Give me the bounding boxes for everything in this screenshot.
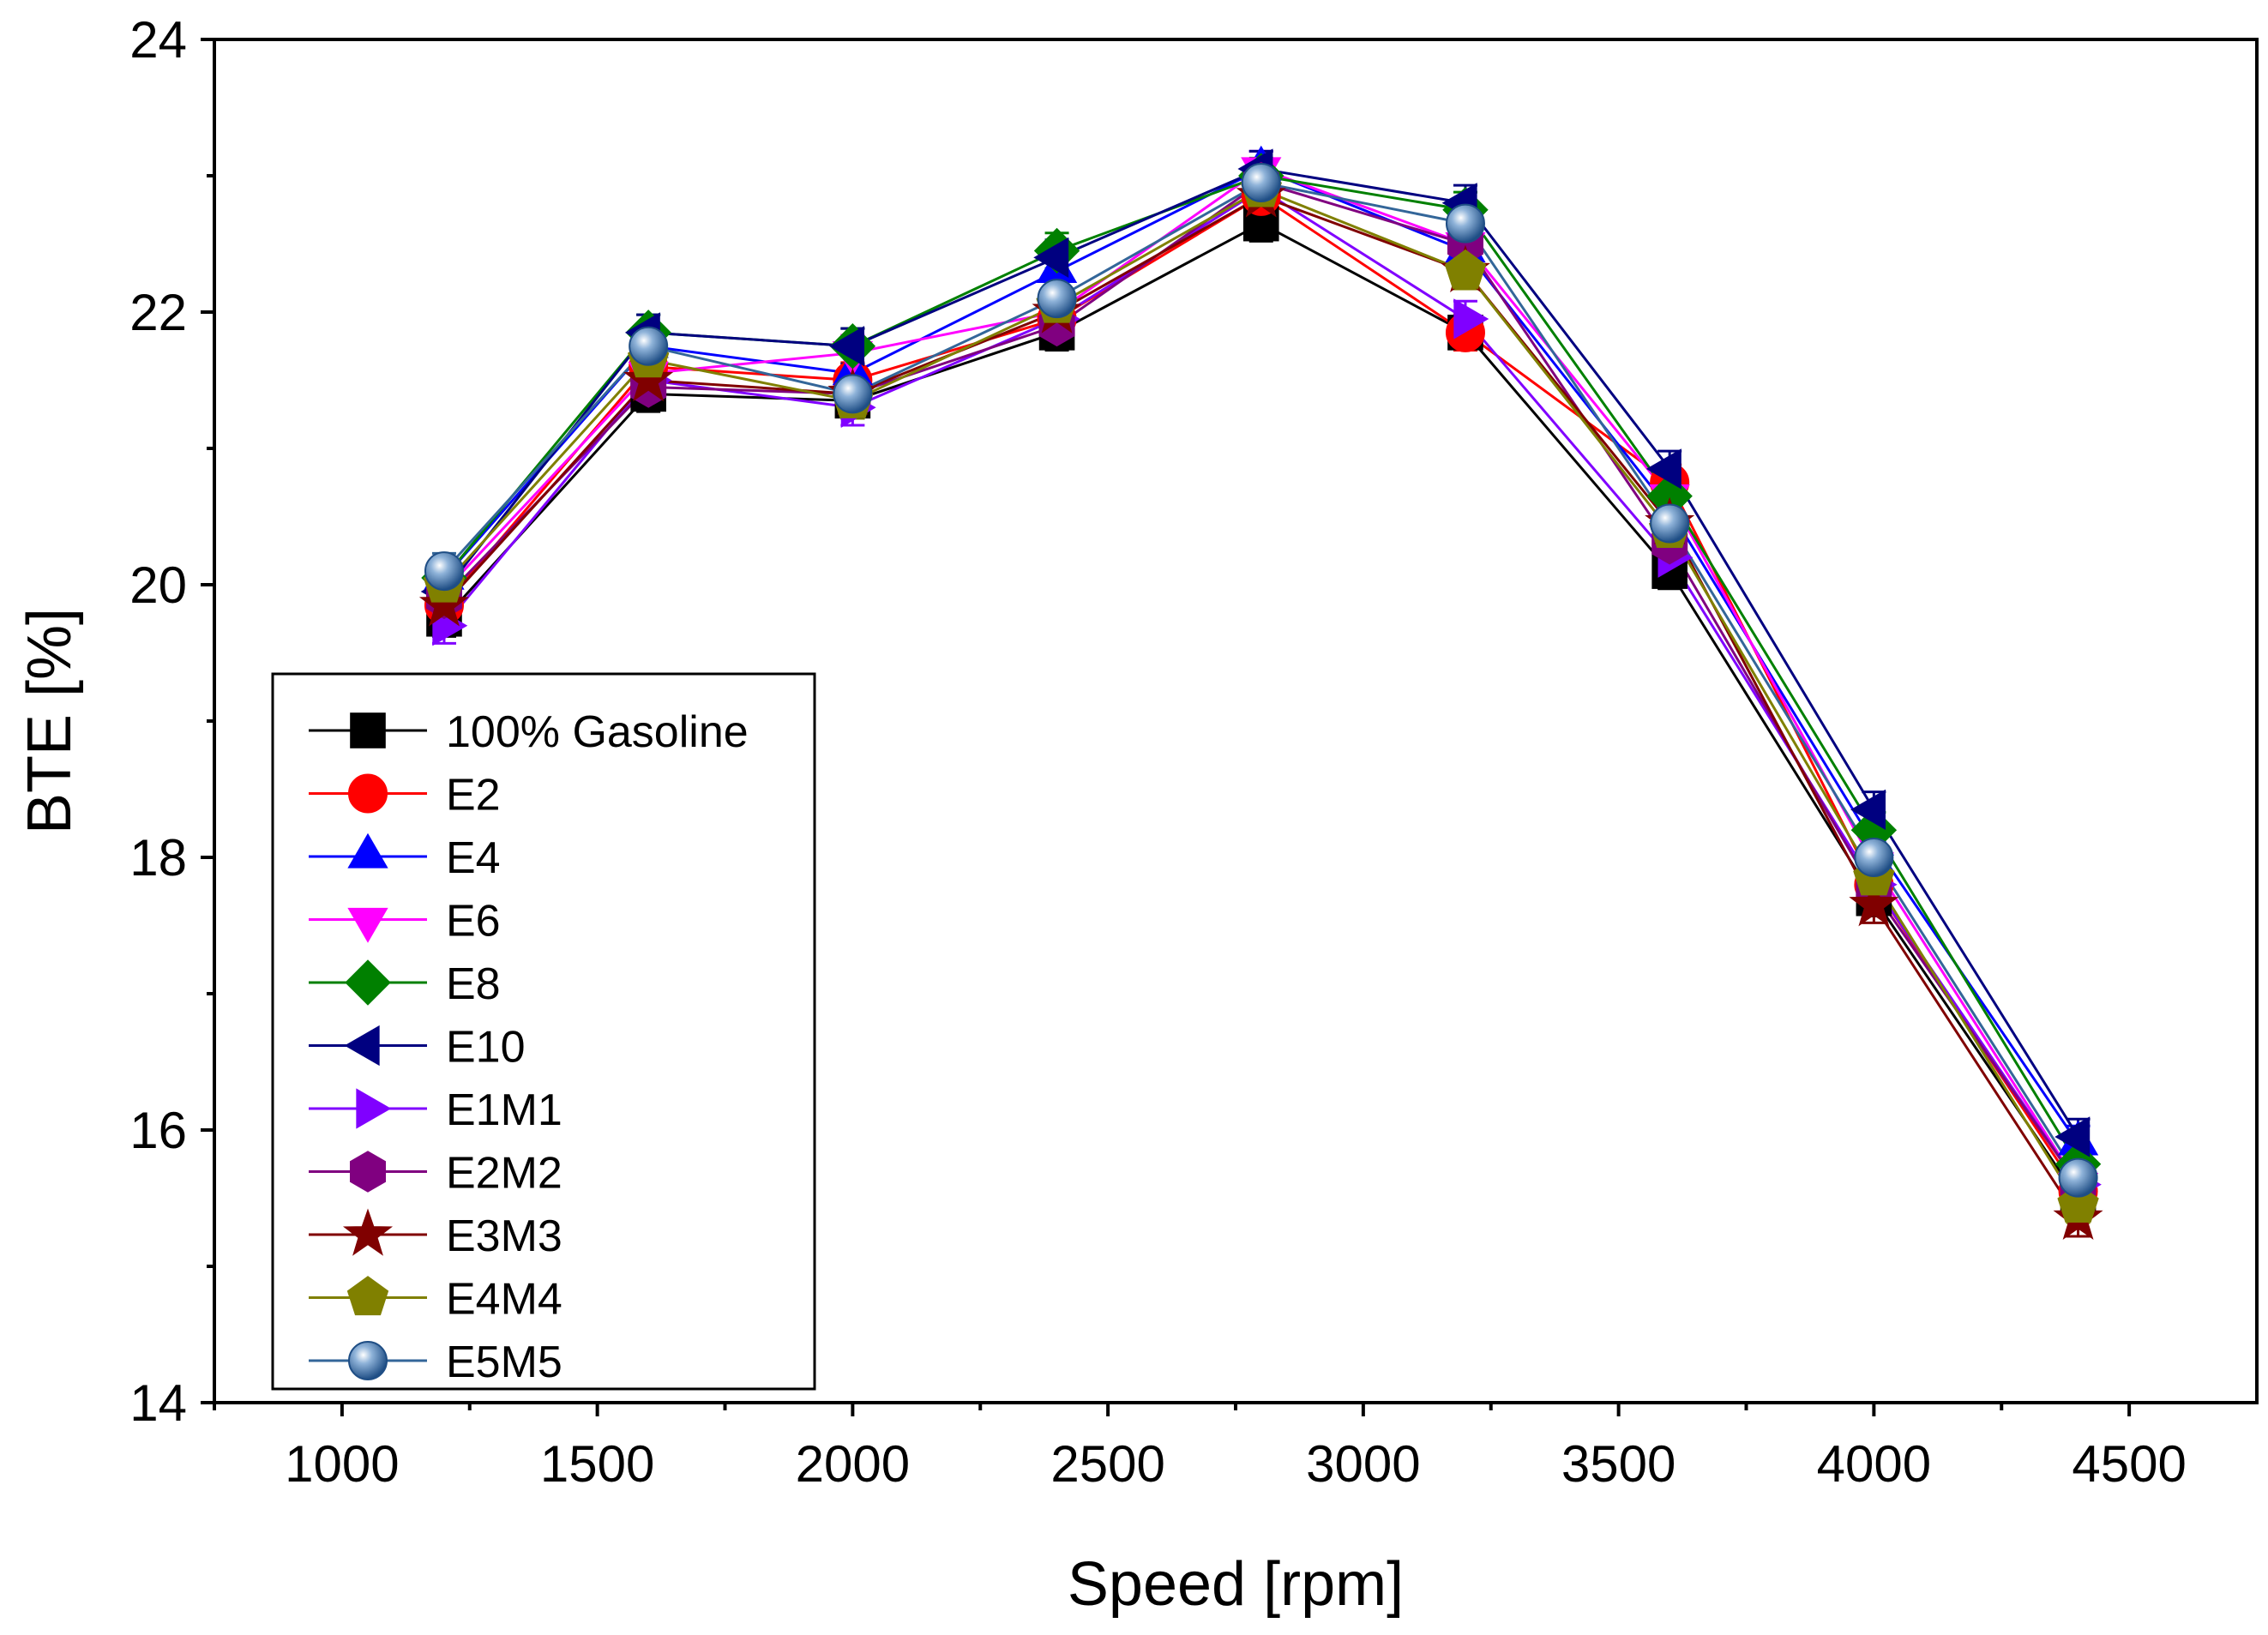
data-point [1849,879,1899,927]
legend-label: E2M2 [446,1149,562,1199]
data-point [1037,279,1077,319]
legend-marker [348,773,388,814]
legend-label: E4 [446,833,501,883]
y-tick-label: 16 [129,1102,187,1159]
legend-marker [344,1025,380,1067]
legend-label: E1M1 [446,1085,562,1135]
y-tick-label: 18 [129,829,187,887]
legend-marker [345,959,391,1006]
x-tick-label: 1500 [540,1435,654,1493]
legend-label: E6 [446,897,501,947]
legend-marker [347,907,388,943]
x-tick-label: 2000 [796,1435,910,1493]
legend-label: E2 [446,771,501,821]
y-tick-label: 24 [129,11,187,69]
data-point [1850,789,1886,830]
x-tick-label: 4000 [1817,1435,1931,1493]
legend-label: E5M5 [446,1337,562,1387]
data-point [418,579,470,627]
y-tick-label: 20 [129,556,187,614]
data-point [1033,237,1069,279]
y-tick-label: 14 [129,1374,187,1432]
data-point [623,353,674,402]
y-tick-label: 22 [129,284,187,341]
legend-marker [342,1208,394,1256]
data-point [833,374,873,414]
data-point [1444,249,1487,289]
data-point [1854,838,1894,877]
legend-marker [347,833,388,869]
x-tick-label: 2500 [1050,1435,1164,1493]
legend-label: E8 [446,959,501,1009]
x-axis-label: Speed [rpm] [1068,1550,1404,1619]
data-point [424,551,464,592]
y-axis-label: BTE [%] [15,608,84,834]
data-point [629,326,669,366]
legend-marker [349,1151,387,1193]
x-tick-label: 3500 [1561,1435,1675,1493]
legend-label: E3M3 [446,1211,562,1261]
series-markers [424,162,2098,1198]
data-point [1650,503,1690,544]
data-point [2054,1116,2091,1157]
data-point [1645,448,1681,490]
legend-marker [356,1088,392,1129]
legend-label: E4M4 [446,1275,562,1325]
legend-label: E10 [446,1023,526,1073]
data-point [829,326,865,367]
x-tick-label: 4500 [2072,1435,2186,1493]
legend-label: 100% Gasoline [446,707,749,757]
x-tick-label: 1000 [285,1435,399,1493]
legend-marker [348,1341,388,1380]
data-point [1241,162,1281,202]
data-point [1445,203,1485,243]
legend-marker [346,1276,389,1316]
data-point [1453,298,1489,340]
legend-marker [350,712,386,748]
x-tick-label: 3000 [1306,1435,1420,1493]
data-point [2058,1157,2098,1198]
